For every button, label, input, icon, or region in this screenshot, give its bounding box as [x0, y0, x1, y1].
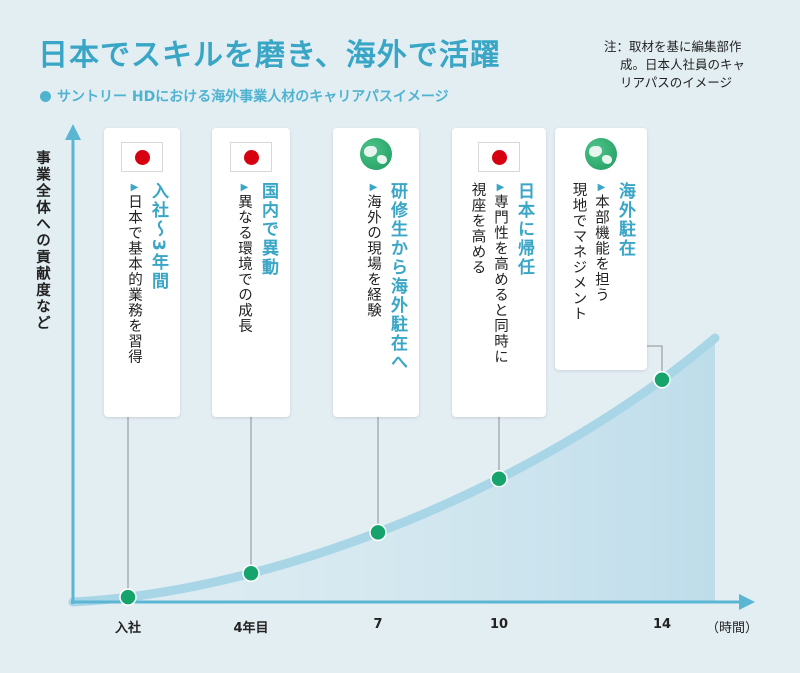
card-text: ▶海外の現場を経験	[365, 182, 381, 372]
milestone-point	[369, 523, 387, 542]
japan-flag-icon	[478, 142, 520, 172]
y-axis-label: 事業全体への貢献度など	[34, 150, 50, 332]
area-under-curve	[73, 338, 715, 602]
card-text: ▶異なる環境での成長	[236, 182, 252, 334]
card-title: 海外駐在	[615, 182, 635, 258]
card-title: 入社〜3年間	[148, 182, 168, 291]
subtitle-bullet	[40, 91, 51, 102]
japan-flag-icon	[230, 142, 272, 172]
note-line-2: 成。日本人社員のキャ	[620, 57, 746, 72]
milestone-point	[490, 469, 508, 488]
triangle-marker-icon: ▶	[239, 182, 250, 194]
card-text: ▶日本で基本的業務を習得	[126, 182, 142, 365]
source-note: 注：取材を基に編集部作 成。日本人社員のキャ リアパスのイメージ	[604, 38, 774, 92]
note-line-3: リアパスのイメージ	[620, 75, 733, 90]
triangle-marker-icon: ▶	[495, 182, 506, 194]
career-card-stage-4: 日本に帰任 ▶専門性を高めると同時に 視座を高める	[452, 128, 546, 417]
milestone-point	[119, 588, 137, 606]
subtitle: サントリー HDにおける海外事業人材のキャリアパスイメージ	[40, 86, 449, 106]
x-tick-label: 10	[489, 617, 509, 632]
japan-flag-icon	[121, 142, 163, 172]
card-line: 視座を高める	[469, 182, 486, 275]
triangle-marker-icon: ▶	[596, 182, 607, 194]
card-line: 海外の現場を経験	[365, 194, 381, 318]
career-card-stage-5: 海外駐在 ▶本部機能を担う 現地でマネジメント	[555, 128, 647, 370]
card-title: 日本に帰任	[514, 182, 534, 277]
card-line: 異なる環境での成長	[236, 194, 252, 334]
x-axis-arrow	[739, 594, 755, 610]
card-line: 専門性を高めると同時に	[492, 194, 508, 365]
growth-curve	[68, 333, 720, 607]
subtitle-text: サントリー HDにおける海外事業人材のキャリアパスイメージ	[57, 89, 449, 105]
card-line: 現地でマネジメント	[570, 182, 587, 322]
card-text: ▶本部機能を担う	[593, 182, 609, 322]
globe-icon	[585, 138, 617, 170]
career-card-stage-1: 入社〜3年間 ▶日本で基本的業務を習得	[104, 128, 180, 417]
x-tick-label: 14	[652, 617, 672, 632]
connector-lines	[127, 345, 663, 600]
x-tick-label: 4年目	[233, 621, 269, 636]
career-card-stage-3: 研修生から海外駐在へ ▶海外の現場を経験	[333, 128, 419, 417]
career-card-stage-2: 国内で異動 ▶異なる環境での成長	[212, 128, 290, 417]
card-text: 現地でマネジメント	[570, 182, 587, 322]
card-text: ▶専門性を高めると同時に	[492, 182, 508, 365]
page-title: 日本でスキルを磨き、海外で活躍	[38, 38, 501, 73]
x-axis-unit: （時間）	[706, 621, 759, 636]
milestone-point	[653, 370, 671, 389]
card-title: 国内で異動	[258, 182, 278, 277]
triangle-marker-icon: ▶	[368, 182, 379, 194]
note-line-1: 注：取材を基に編集部作	[604, 39, 742, 54]
card-text: 視座を高める	[469, 182, 486, 365]
card-title: 研修生から海外駐在へ	[387, 182, 407, 372]
card-line: 本部機能を担う	[593, 194, 609, 303]
milestone-point	[242, 564, 260, 583]
x-tick-label: 入社	[114, 621, 142, 636]
x-tick-label: 7	[373, 617, 383, 632]
card-line: 日本で基本的業務を習得	[126, 194, 142, 365]
y-axis-arrow	[65, 124, 81, 140]
triangle-marker-icon: ▶	[129, 182, 140, 194]
globe-icon	[360, 138, 392, 170]
